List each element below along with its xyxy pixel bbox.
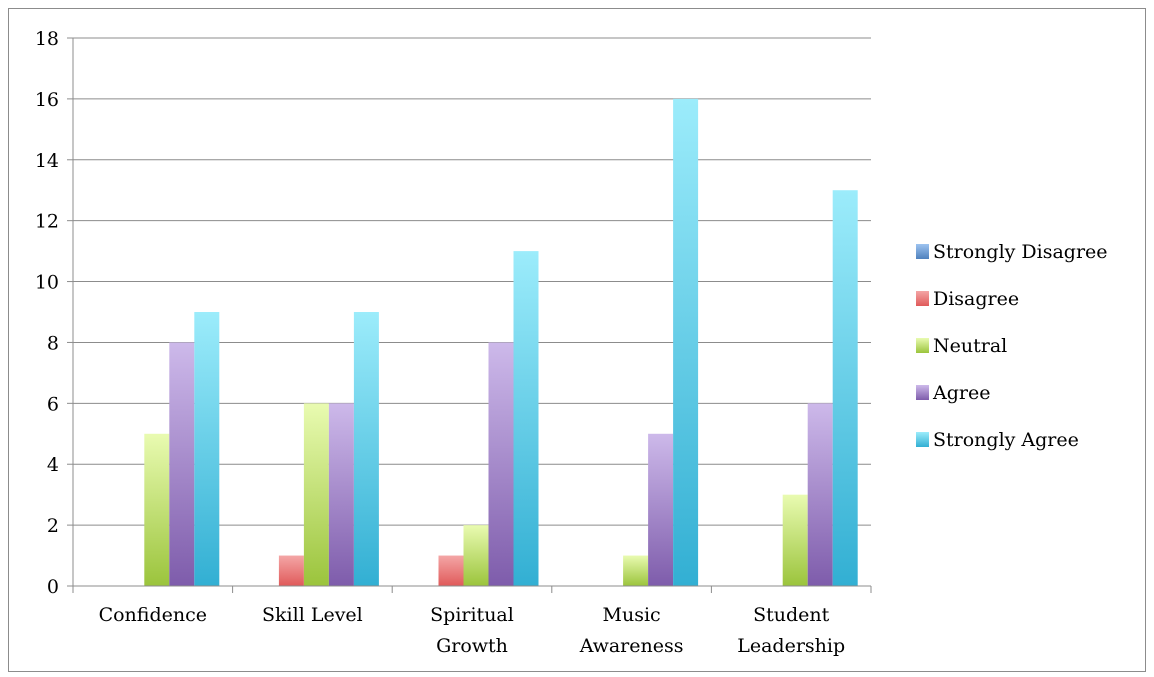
bars	[144, 98, 858, 586]
legend-swatch	[916, 432, 929, 447]
x-category-label: Student Leadership	[737, 604, 845, 657]
y-tick-label: 4	[47, 454, 59, 476]
bar-strongly-agree	[353, 312, 379, 586]
chart-frame: 0 2 4 6 8 10 12 14 16 18 Confidence Skill Level Spi…	[8, 8, 1146, 672]
bar-neutral	[623, 555, 649, 586]
legend-label: Disagree	[933, 288, 1019, 310]
bar-agree	[488, 342, 514, 586]
bar-disagree	[278, 555, 304, 586]
legend-label: Strongly Disagree	[933, 241, 1108, 263]
x-category-label: Skill Level	[262, 604, 363, 626]
legend: Strongly Disagree Disagree Neutral Agree Str…	[916, 241, 1108, 451]
x-category-label: Spiritual Growth	[430, 604, 514, 657]
bar-strongly-agree	[832, 190, 858, 586]
bar-agree	[648, 433, 674, 586]
axes	[67, 37, 872, 593]
legend-swatch	[916, 338, 929, 353]
legend-swatch	[916, 244, 929, 259]
y-tick-label: 6	[47, 393, 59, 415]
y-tick-label: 12	[35, 211, 59, 233]
bar-strongly-agree	[194, 312, 220, 586]
bar-disagree	[438, 555, 464, 586]
y-tick-label: 14	[35, 150, 59, 172]
legend-label: Strongly Agree	[933, 429, 1079, 451]
bar-neutral	[303, 403, 329, 586]
bar-agree	[328, 403, 354, 586]
bar-agree	[807, 403, 833, 586]
x-category-label: Music Awareness	[579, 604, 684, 657]
bar-neutral	[463, 525, 489, 586]
bar-neutral	[144, 433, 170, 586]
legend-swatch	[916, 291, 929, 306]
x-axis-category-labels: Confidence Skill Level Spiritual Growth Musi…	[99, 604, 846, 657]
legend-swatch	[916, 385, 929, 400]
y-tick-label: 16	[35, 89, 59, 111]
legend-label: Agree	[932, 382, 990, 404]
y-axis-tick-labels: 0 2 4 6 8 10 12 14 16 18	[35, 28, 59, 598]
y-tick-label: 18	[35, 28, 59, 50]
y-tick-label: 10	[35, 272, 59, 294]
bar-strongly-agree	[513, 251, 539, 586]
x-category-label: Confidence	[99, 604, 207, 626]
bar-strongly-agree	[673, 98, 699, 586]
bar-agree	[169, 342, 195, 586]
bar-chart: 0 2 4 6 8 10 12 14 16 18 Confidence Skill Level Spi…	[35, 28, 1108, 657]
y-tick-label: 2	[47, 515, 59, 537]
bar-neutral	[782, 494, 808, 586]
legend-label: Neutral	[933, 335, 1007, 357]
y-tick-label: 8	[47, 332, 59, 354]
y-tick-label: 0	[47, 576, 59, 598]
